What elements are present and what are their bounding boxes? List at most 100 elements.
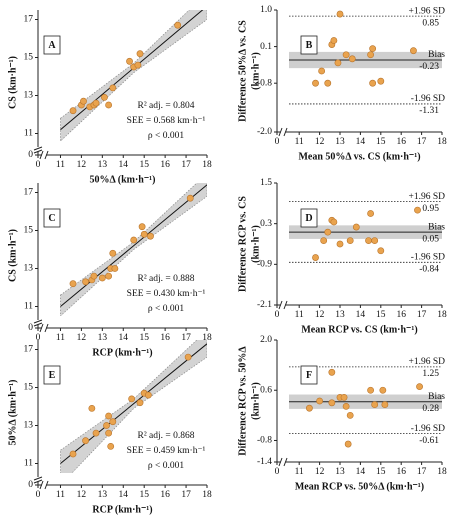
axis-break: [39, 150, 44, 160]
x-tick-label: 12: [77, 490, 87, 500]
y-axis-title: CS (km·h⁻¹): [7, 56, 18, 109]
y-tick-label: -0.8: [257, 436, 272, 446]
x-tick-label: 16: [160, 333, 170, 343]
data-point: [318, 67, 326, 75]
data-point: [136, 399, 144, 407]
x-tick-label: 15: [139, 333, 149, 343]
y-tick-label: 0: [28, 323, 33, 333]
x-tick-label: 17: [181, 160, 191, 170]
y-tick-label: 2.0: [260, 335, 272, 345]
data-point: [109, 249, 117, 257]
data-point: [416, 383, 423, 391]
data-point: [147, 232, 154, 240]
axis-break: [33, 322, 43, 327]
x-tick-label: 11: [295, 467, 304, 477]
panel-label: A: [48, 40, 56, 51]
data-point: [328, 368, 336, 376]
data-point: [346, 237, 354, 245]
x-tick-label: 0: [36, 490, 41, 500]
y-tick-label: -0.8: [257, 78, 272, 88]
y-tick-label: 13: [24, 91, 34, 101]
y-tick-label: 13: [24, 264, 34, 274]
x-axis-title: 50%Δ (km·h⁻¹): [90, 174, 156, 185]
y-tick-label: 0.1: [260, 42, 272, 52]
x-axis-title: Mean RCP vs. 50%Δ (km·h⁻¹): [295, 481, 424, 492]
y-tick-label: 17: [24, 188, 34, 198]
x-tick-label: 0: [275, 310, 280, 320]
data-point: [330, 37, 338, 44]
panel: +1.96 SD 0.85 Bias -0.23 -1.96 SD -1.31 0 11 12 1…: [237, 5, 447, 162]
panel-label-box: [300, 208, 318, 228]
y-tick-label: 0: [28, 150, 33, 160]
data-point: [336, 10, 344, 18]
reference-name: +1.96 SD: [408, 192, 445, 202]
axis-break-gap: [42, 153, 46, 157]
y-axis-title: Difference RCP vs. CS: [237, 196, 248, 292]
axis-break: [33, 149, 43, 154]
panel-label: C: [48, 213, 55, 224]
x-tick-label: 16: [396, 137, 406, 147]
data-point: [109, 84, 117, 92]
axis-break: [44, 323, 49, 333]
data-point: [330, 218, 338, 226]
axis-break: [283, 127, 288, 137]
panel-label-box: [43, 365, 61, 385]
y-tick-label: 0.3: [260, 219, 272, 229]
y-tick-label: -1.4: [257, 457, 272, 467]
panel-label-box: [43, 208, 61, 228]
data-point: [414, 206, 421, 214]
reference-name: Bias: [428, 222, 445, 232]
y-tick-label: 17: [24, 345, 34, 355]
y-tick-label: 1.0: [260, 5, 272, 15]
data-point: [126, 57, 133, 65]
reference-value: 0.85: [422, 18, 439, 28]
y-axis-title: (km·h⁻¹): [250, 382, 261, 420]
data-point: [377, 77, 385, 85]
panel-label: D: [305, 213, 312, 224]
data-point: [305, 404, 313, 412]
panel: +1.96 SD 1.25 Bias 0.28 -1.96 SD -0.61 0 11 12 13…: [237, 335, 447, 492]
y-tick-label: 11: [24, 129, 33, 139]
y-axis-title: 50%Δ (km·h⁻¹): [7, 380, 18, 446]
axis-break: [283, 300, 288, 310]
panel: 0 11 12 13 14 15 16 17 18 0 11 13 15 17 50%Δ (km·h⁻¹) C…: [7, 10, 212, 185]
axis-break: [33, 479, 43, 484]
x-tick-label: 13: [98, 160, 108, 170]
data-point: [312, 79, 319, 87]
axis-break: [39, 323, 44, 333]
y-tick-label: 13: [24, 421, 34, 431]
x-tick-label: 18: [202, 160, 212, 170]
x-tick-label: 14: [119, 333, 129, 343]
axis-break: [33, 319, 43, 324]
axis-break: [39, 480, 44, 490]
y-tick-label: 0.6: [260, 385, 272, 395]
data-point: [140, 230, 148, 238]
x-tick-label: 17: [417, 467, 427, 477]
data-point: [312, 254, 319, 261]
axis-break: [33, 476, 43, 481]
x-tick-label: 15: [376, 310, 386, 320]
y-tick-label: 1.5: [260, 178, 272, 188]
reference-value: 0.28: [422, 404, 439, 414]
axis-break-gap: [281, 130, 285, 134]
data-point: [101, 94, 108, 101]
panel: 0 11 12 13 14 15 16 17 18 0 11 13 15 17 RCP (km·h⁻¹) 50…: [7, 340, 212, 515]
x-tick-label: 12: [315, 310, 325, 320]
data-point: [69, 280, 77, 288]
data-point: [105, 429, 113, 437]
x-tick-label: 17: [181, 490, 191, 500]
data-point: [346, 411, 354, 419]
x-axis-title: Mean 50%Δ vs. CS (km·h⁻¹): [298, 151, 420, 162]
statistic: ρ < 0.001: [148, 131, 184, 141]
x-tick-label: 15: [376, 137, 386, 147]
panel-label-box: [300, 35, 318, 55]
x-tick-label: 14: [356, 137, 366, 147]
x-axis-title: RCP (km·h⁻¹): [92, 347, 152, 358]
data-point: [352, 223, 360, 231]
x-tick-label: 17: [417, 310, 427, 320]
reference-name: -1.96 SD: [411, 252, 445, 262]
data-point: [109, 418, 117, 426]
data-point: [107, 442, 115, 450]
axis-break-gap: [281, 303, 285, 307]
reference-value: 0.95: [422, 204, 439, 214]
